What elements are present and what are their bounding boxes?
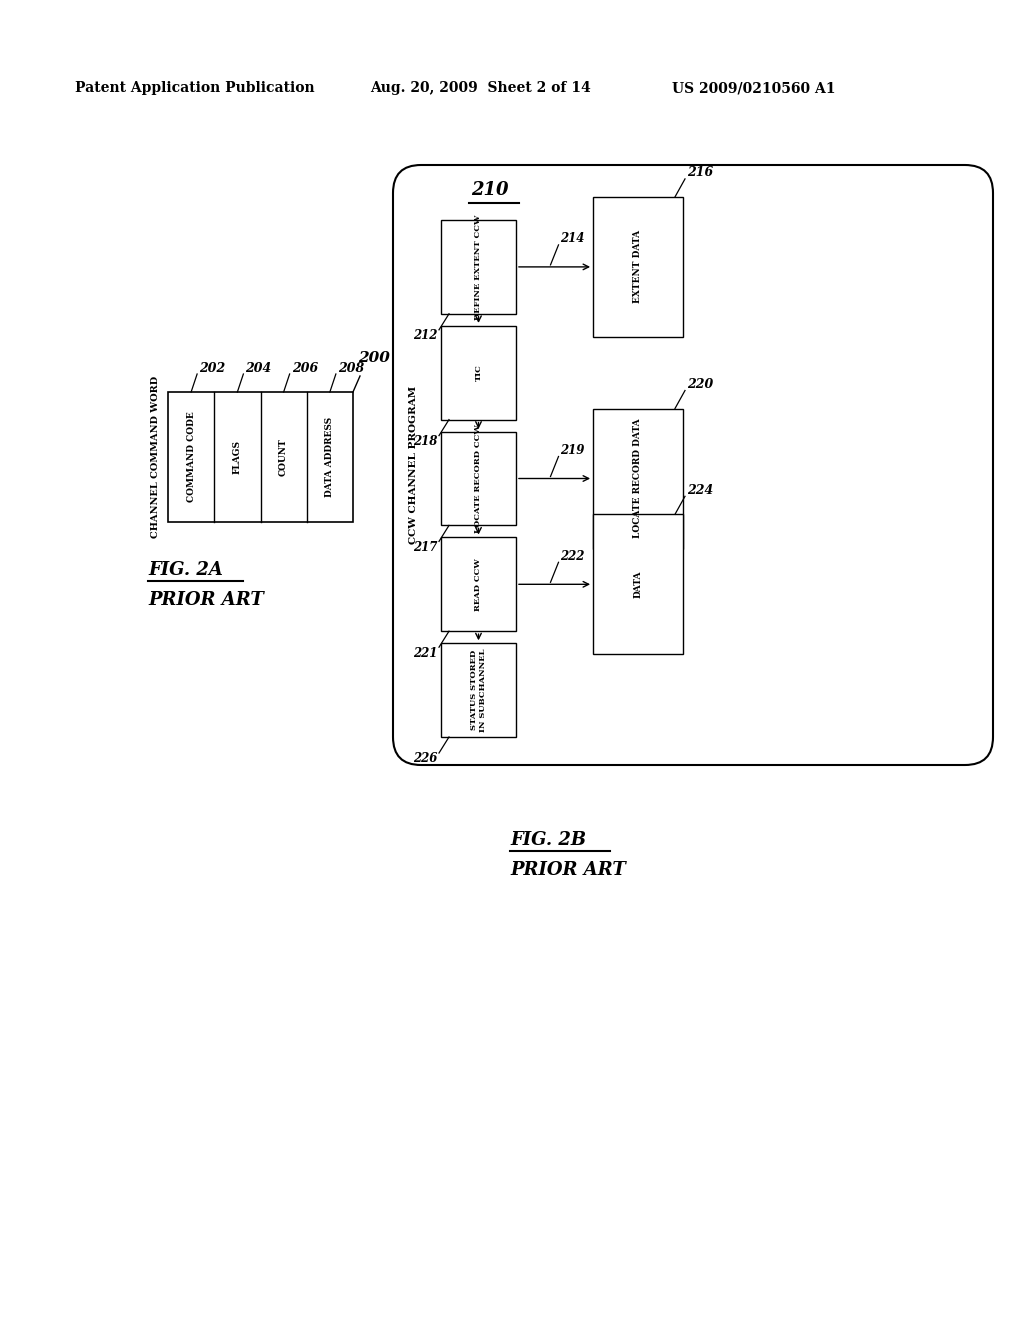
Text: DATA: DATA [634,570,642,598]
Text: COUNT: COUNT [280,438,288,477]
Text: LOCATE RECORD CCW: LOCATE RECORD CCW [474,424,482,533]
Bar [168,392,353,521]
Text: 222: 222 [560,550,585,562]
Text: 219: 219 [560,444,585,457]
Text: PRIOR ART: PRIOR ART [510,861,626,879]
Text: Patent Application Publication: Patent Application Publication [75,81,314,95]
Text: CHANNEL COMMAND WORD: CHANNEL COMMAND WORD [152,376,161,539]
Text: Aug. 20, 2009  Sheet 2 of 14: Aug. 20, 2009 Sheet 2 of 14 [370,81,591,95]
Text: 200: 200 [358,351,390,366]
Bar [441,643,516,737]
Text: 217: 217 [413,541,437,554]
Text: 226: 226 [413,752,437,766]
Text: 212: 212 [413,329,437,342]
Bar [441,326,516,420]
Text: 214: 214 [560,232,585,246]
Text: FIG. 2A: FIG. 2A [148,561,223,579]
Text: 202: 202 [199,362,225,375]
Text: 224: 224 [687,484,714,496]
Text: PRIOR ART: PRIOR ART [148,591,264,609]
Text: FLAGS: FLAGS [232,440,242,474]
Bar [593,197,683,337]
Text: TIC: TIC [474,364,482,381]
Text: FIG. 2B: FIG. 2B [510,832,586,849]
Text: LOCATE RECORD DATA: LOCATE RECORD DATA [634,418,642,539]
Text: 210: 210 [471,181,509,199]
Text: 218: 218 [413,436,437,447]
Text: COMMAND CODE: COMMAND CODE [186,412,196,503]
Text: STATUS STORED
IN SUBCHANNEL: STATUS STORED IN SUBCHANNEL [470,648,487,731]
Text: READ CCW: READ CCW [474,558,482,611]
Bar [593,515,683,655]
Text: 208: 208 [338,362,365,375]
Bar [441,432,516,525]
FancyBboxPatch shape [393,165,993,766]
Text: 204: 204 [246,362,271,375]
Text: 220: 220 [687,378,714,391]
Bar [593,408,683,549]
Text: EXTENT DATA: EXTENT DATA [634,230,642,304]
Text: US 2009/0210560 A1: US 2009/0210560 A1 [672,81,836,95]
Text: 221: 221 [413,647,437,660]
Text: CCW CHANNEL PROGRAM: CCW CHANNEL PROGRAM [409,385,418,544]
Text: 206: 206 [292,362,317,375]
Bar [441,220,516,314]
Text: 216: 216 [687,166,714,180]
Text: DATA ADDRESS: DATA ADDRESS [326,417,335,498]
Text: DEFINE EXTENT CCW: DEFINE EXTENT CCW [474,214,482,319]
Bar [441,537,516,631]
